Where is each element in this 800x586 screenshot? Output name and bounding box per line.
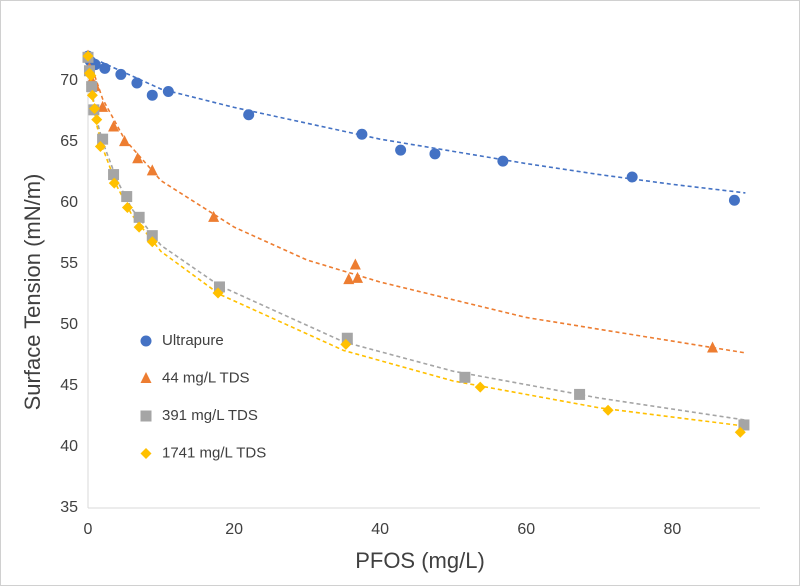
point xyxy=(108,120,120,132)
fit-line xyxy=(87,56,746,427)
point xyxy=(738,419,750,431)
point xyxy=(132,152,144,164)
x-tick-label: 0 xyxy=(84,521,93,538)
legend-marker xyxy=(140,410,152,422)
point xyxy=(497,155,509,167)
y-tick-label: 40 xyxy=(60,438,78,455)
point xyxy=(146,236,158,248)
point xyxy=(734,426,746,438)
legend-label: 44 mg/L TDS xyxy=(162,369,250,386)
point xyxy=(212,287,224,299)
y-tick-label: 65 xyxy=(60,133,78,150)
point xyxy=(343,273,355,285)
point xyxy=(728,194,740,206)
point xyxy=(86,89,98,101)
point xyxy=(146,230,158,242)
y-tick-label: 70 xyxy=(60,72,78,89)
point xyxy=(133,211,145,223)
y-tick-label: 50 xyxy=(60,316,78,333)
point xyxy=(108,169,120,181)
legend-label: Ultrapure xyxy=(162,332,224,349)
point xyxy=(97,133,109,145)
y-axis-title: Surface Tension (mN/m) xyxy=(20,174,45,411)
point xyxy=(459,371,471,383)
point xyxy=(146,89,158,101)
point xyxy=(133,221,145,233)
legend-label: 1741 mg/L TDS xyxy=(162,444,266,461)
legend-marker xyxy=(140,448,152,459)
point xyxy=(340,338,352,350)
point xyxy=(131,77,143,89)
point xyxy=(97,100,109,112)
fit-line xyxy=(87,55,746,354)
x-axis-title: PFOS (mg/L) xyxy=(355,548,485,573)
point xyxy=(94,140,106,152)
point xyxy=(356,128,368,140)
point xyxy=(707,341,719,353)
x-tick-label: 80 xyxy=(663,521,681,538)
point xyxy=(352,271,364,283)
legend-marker xyxy=(140,335,152,347)
point xyxy=(574,388,586,400)
point xyxy=(82,50,94,62)
point xyxy=(121,202,133,214)
point xyxy=(243,109,255,121)
legend-marker xyxy=(140,372,152,383)
point xyxy=(115,68,127,80)
point xyxy=(341,332,353,344)
point xyxy=(208,210,220,222)
point xyxy=(626,171,638,183)
point xyxy=(349,258,361,270)
y-tick-label: 60 xyxy=(60,194,78,211)
x-tick-label: 40 xyxy=(371,521,389,538)
point xyxy=(86,81,98,93)
point xyxy=(474,381,486,393)
point xyxy=(213,281,225,293)
x-tick-label: 20 xyxy=(225,521,243,538)
point xyxy=(395,144,407,156)
point xyxy=(91,114,103,126)
y-tick-label: 35 xyxy=(60,499,78,516)
point xyxy=(121,191,133,203)
y-tick-label: 45 xyxy=(60,377,78,394)
fit-line xyxy=(87,56,746,421)
point xyxy=(146,164,158,176)
point xyxy=(108,177,120,189)
point xyxy=(602,404,614,416)
legend-label: 391 mg/L TDS xyxy=(162,407,258,424)
point xyxy=(99,62,111,74)
point xyxy=(162,86,174,98)
y-tick-label: 55 xyxy=(60,255,78,272)
point xyxy=(429,148,441,160)
point xyxy=(85,70,97,82)
point xyxy=(89,103,101,115)
point xyxy=(119,135,131,147)
x-tick-label: 60 xyxy=(517,521,535,538)
